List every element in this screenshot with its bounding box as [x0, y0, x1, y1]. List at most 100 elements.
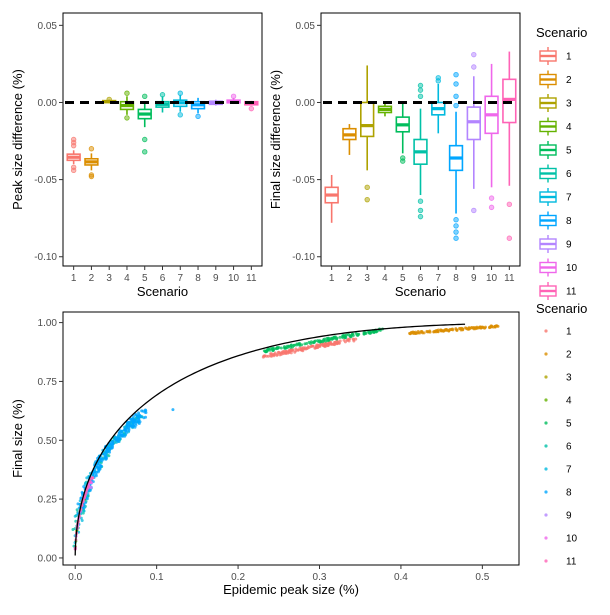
scatter-point — [270, 354, 274, 358]
box-body — [359, 101, 375, 138]
legend-label: 6 — [566, 442, 572, 453]
scatter-point — [314, 346, 318, 350]
point-legend-item-8: 8 — [544, 488, 572, 499]
scatter-point — [108, 450, 112, 454]
scatter-series-2 — [408, 324, 500, 336]
box-outlier — [471, 51, 477, 58]
y-tick-label: -0.10 — [292, 252, 315, 263]
scatter-point — [295, 343, 299, 347]
legend-point-key — [544, 352, 548, 356]
scatter-point — [113, 438, 117, 442]
scatter-outlier-point — [171, 408, 175, 412]
box-outlier — [453, 81, 459, 87]
scatter-point — [117, 437, 121, 441]
point-legend-item-1: 1 — [544, 327, 572, 338]
scatter-point — [74, 519, 78, 523]
box-scenario-1 — [66, 136, 81, 174]
scatter-point — [459, 326, 463, 330]
box-legend-title: Scenario — [536, 25, 587, 40]
scatter-marks: 0.00 0.25 0.50 0.75 1.00 0.0 0.1 0.2 0.3 0.4 0.5 — [38, 318, 500, 583]
legend-label: 4 — [566, 122, 572, 133]
scatter-point — [104, 457, 108, 461]
x-tick-label: 9 — [213, 273, 219, 284]
x-tick-label: 6 — [418, 273, 424, 284]
scatter-point — [124, 431, 128, 435]
scatter-point — [130, 424, 134, 428]
box-outlier — [453, 102, 459, 109]
point-legend-item-6: 6 — [544, 442, 572, 453]
scatter-point — [414, 330, 418, 334]
box-scenario-10 — [484, 63, 499, 211]
scatter-point — [374, 330, 378, 334]
scatter-point — [332, 342, 336, 346]
scatter-point — [479, 325, 483, 329]
scatter-point — [101, 457, 105, 461]
y-tick-label: -0.05 — [34, 175, 57, 186]
box-outlier — [142, 149, 148, 155]
legend-point-key — [544, 559, 548, 563]
scatter-point — [287, 349, 291, 353]
point-legend-item-5: 5 — [544, 419, 572, 430]
legend-label: 3 — [566, 99, 572, 110]
scatter-point — [94, 474, 98, 478]
scatter-point — [80, 518, 84, 522]
scatter-point — [125, 426, 129, 430]
scatter-point — [132, 414, 136, 418]
box-scenario-2 — [342, 124, 357, 155]
x-tick-label: 1 — [329, 273, 335, 284]
point-legend-item-2: 2 — [544, 350, 572, 361]
y-tick-label: 0.75 — [38, 377, 58, 388]
peak-panel-marks: 0.050.00-0.05-0.101 2 3 4 5 6 7 8 9 10 11 — [34, 21, 260, 284]
scatter-point — [79, 496, 83, 500]
scatter-point — [105, 449, 109, 453]
legend-point-key — [544, 329, 548, 333]
box-legend-item-3: 3 — [539, 94, 572, 112]
scatter-point — [426, 330, 430, 334]
scatter-point — [279, 346, 283, 350]
legend-label: 5 — [566, 146, 572, 157]
y-tick-label: -0.10 — [34, 252, 57, 263]
x-tick-label: 7 — [435, 273, 441, 284]
box-outlier — [417, 213, 424, 220]
legend-point-key — [544, 536, 548, 540]
legend-label: 11 — [566, 287, 577, 298]
scatter-series-5 — [262, 327, 385, 354]
x-tick-label: 8 — [453, 273, 459, 284]
scatter-point — [422, 331, 426, 335]
scatter-y-axis-title: Final size (%) — [10, 399, 25, 478]
scatter-point — [117, 431, 121, 435]
scatter-point — [344, 336, 348, 340]
x-tick-label: 4 — [124, 273, 130, 284]
legend-label: 3 — [566, 373, 572, 384]
scatter-point — [289, 343, 293, 347]
scatter-point — [305, 341, 309, 345]
box-outlier — [142, 93, 148, 100]
point-legend-item-3: 3 — [544, 373, 572, 384]
box-outlier — [124, 115, 130, 121]
scatter-point — [317, 344, 321, 348]
scatter-point — [327, 338, 331, 342]
box-scenario-7 — [431, 75, 446, 134]
scatter-point — [445, 328, 449, 332]
x-tick-label: 0.1 — [150, 572, 164, 583]
scatter-point — [141, 409, 145, 413]
scatter-point — [323, 342, 327, 346]
y-tick-label: 0.05 — [296, 21, 316, 32]
scatter-point — [470, 325, 474, 329]
box-scenario-2 — [84, 146, 99, 180]
legend-label: 2 — [566, 350, 572, 361]
scatter-point — [92, 470, 96, 474]
point-legend-item-4: 4 — [544, 396, 572, 407]
scatter-point — [269, 352, 273, 356]
scatter-point — [266, 354, 270, 358]
scatter-point — [275, 353, 279, 357]
final-difference-panel: 0.050.00-0.05-0.101 2 3 4 5 6 7 8 9 10 11 Scenario… — [268, 12, 521, 299]
box-outlier — [364, 184, 370, 191]
x-tick-label: 6 — [160, 273, 166, 284]
box-scenario-6 — [413, 82, 428, 220]
scatter-point — [271, 349, 275, 353]
legend-label: 10 — [566, 534, 578, 545]
scatter-point — [143, 408, 147, 412]
scatter-point — [273, 352, 277, 356]
